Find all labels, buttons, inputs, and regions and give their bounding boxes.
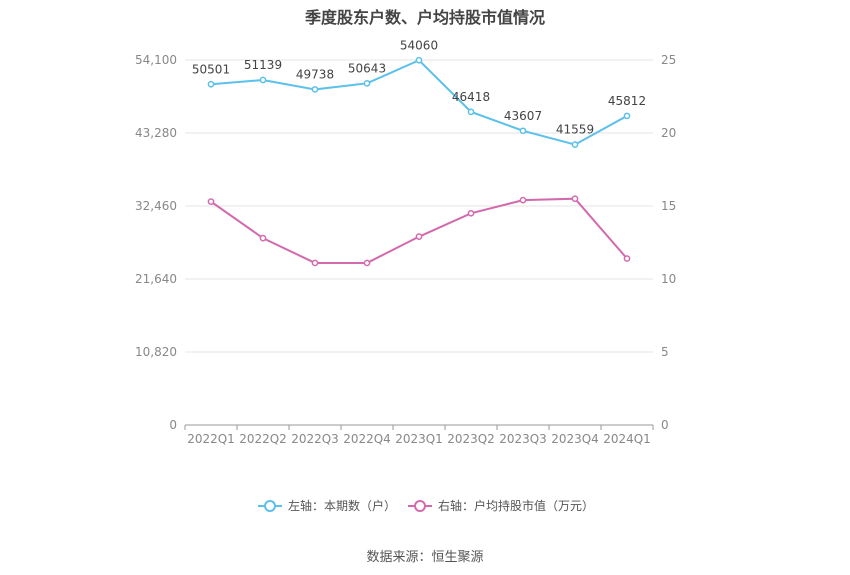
data-point [519,196,527,204]
data-point [259,234,267,242]
y-right-tick-label: 20 [661,126,676,140]
y-left-tick-label: 43,280 [135,126,177,140]
data-label: 54060 [400,38,438,52]
data-source-note: 数据来源：恒生聚源 [366,550,484,565]
data-point [623,255,631,262]
data-point [363,79,371,87]
data-point [311,259,319,267]
data-label: 45812 [608,94,646,108]
data-point [571,141,579,148]
data-label: 50643 [348,61,386,75]
data-point [363,259,371,267]
data-point [259,76,267,84]
y-left-tick-label: 0 [169,418,177,432]
data-label: 41559 [556,123,594,137]
x-tick-label: 2023Q2 [447,432,495,446]
y-right-tick-label: 15 [661,199,676,213]
y-left-tick-label: 54,100 [135,53,177,67]
data-point [207,80,215,88]
data-point [467,108,475,116]
data-label: 49738 [296,67,334,81]
y-right-tick-label: 5 [661,345,669,359]
legend-label: 左轴：本期数（户） [288,498,396,513]
x-tick-label: 2022Q2 [239,432,287,446]
data-label: 46418 [452,90,490,104]
y-left-tick-label: 10,820 [135,345,177,359]
x-tick-label: 2022Q1 [187,432,235,446]
data-point [311,86,319,93]
legend-symbol-marker [264,500,276,512]
data-point [623,112,631,120]
legend-symbol-marker [414,500,426,512]
x-tick-label: 2023Q1 [395,432,443,446]
x-tick-label: 2022Q3 [291,432,339,446]
y-right-tick-label: 25 [661,53,676,67]
x-tick-label: 2022Q4 [343,432,391,446]
data-label: 43607 [504,109,542,123]
data-point [207,198,215,205]
x-tick-label: 2023Q4 [551,432,599,446]
x-tick-label: 2024Q1 [603,432,651,446]
data-point [415,56,423,64]
y-right-tick-label: 10 [661,272,676,286]
legend-label: 右轴：户均持股市值（万元） [438,498,594,513]
series-line-2 [210,197,628,264]
y-left-tick-label: 21,640 [135,272,177,286]
x-tick-label: 2023Q3 [499,432,547,446]
data-point [467,209,475,217]
y-right-tick-label: 0 [661,418,669,432]
data-point [571,195,579,203]
chart-title: 季度股东户数、户均持股市值情况 [304,8,545,27]
data-point [415,233,423,241]
y-left-tick-label: 32,460 [135,199,177,213]
data-point [519,127,527,135]
data-label: 50501 [192,62,230,76]
data-label: 51139 [244,58,282,72]
